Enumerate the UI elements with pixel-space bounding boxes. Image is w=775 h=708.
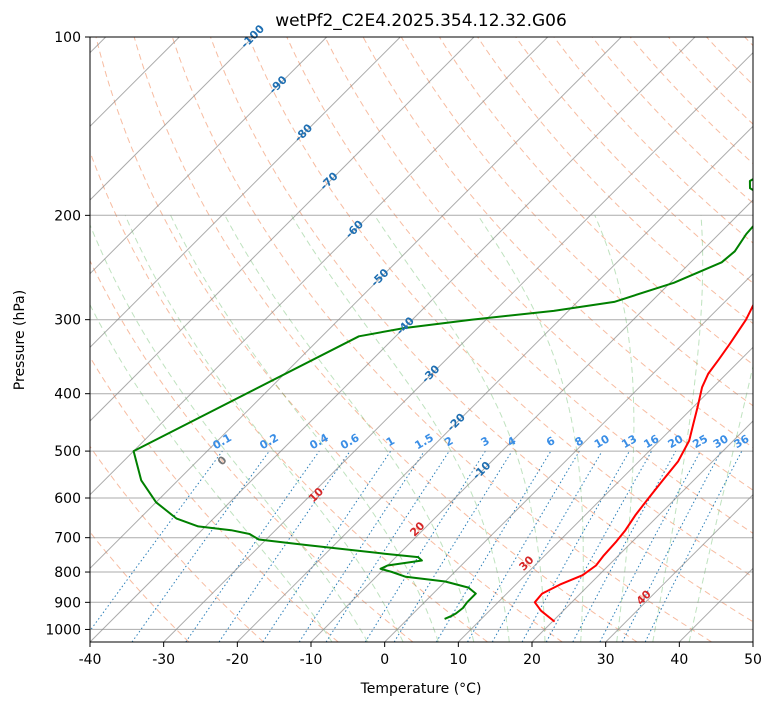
x-tick-label: -10 xyxy=(300,652,323,668)
chart-title: wetPf2_C2E4.2025.354.12.32.G06 xyxy=(275,11,567,31)
isotherm-line xyxy=(236,125,753,642)
moist-adiabat-line xyxy=(224,215,475,642)
isotherm-line xyxy=(90,37,475,422)
isotherm-line xyxy=(90,37,254,201)
mixing-ratio-line xyxy=(467,450,580,642)
y-tick-label: 300 xyxy=(54,313,81,329)
y-tick-label: 900 xyxy=(54,595,81,611)
y-tick-label: 400 xyxy=(54,387,81,403)
series-group xyxy=(132,178,753,623)
moist-adiabat-line xyxy=(594,215,635,642)
dry-adiabat-line xyxy=(629,37,753,165)
x-tick-label: 20 xyxy=(523,652,541,668)
moist-adiabat-line xyxy=(124,215,404,642)
dry-adiabat-line xyxy=(90,259,414,642)
x-axis: -40 -30 -20 -10 0 10 20 30 40 50 xyxy=(79,642,762,668)
dry-adiabat-line xyxy=(171,37,712,642)
reference-lines xyxy=(90,37,753,642)
dry-adiabat-line xyxy=(95,37,563,642)
y-tick-label: 800 xyxy=(54,565,81,581)
isotherm-line xyxy=(90,37,622,570)
mixing-ratio-line xyxy=(572,450,677,642)
plot-area xyxy=(90,37,753,642)
y-tick-label: 200 xyxy=(54,208,81,224)
dewpoint-profile-line xyxy=(132,178,753,620)
dry-adiabat-line xyxy=(90,445,264,642)
x-tick-label: -20 xyxy=(226,652,249,668)
moist-adiabat-line xyxy=(688,364,753,642)
x-tick-label: 50 xyxy=(744,652,762,668)
isotherm-line xyxy=(531,420,753,642)
y-axis: 100 200 300 400 500 600 700 800 900 1000 xyxy=(45,30,90,638)
isotherm-line xyxy=(90,37,401,349)
moist-adiabat-line xyxy=(290,215,510,642)
isotherm-line xyxy=(90,37,696,642)
x-tick-label: 30 xyxy=(597,652,615,668)
mixing-ratio-line xyxy=(131,450,270,642)
moist-adiabat-line xyxy=(170,215,439,642)
dry-adiabat-line xyxy=(400,37,753,407)
isotherm-line xyxy=(310,199,753,642)
dry-adiabat-line xyxy=(210,37,753,623)
plot-frame xyxy=(89,36,754,643)
dry-adiabat-line xyxy=(248,37,753,578)
dry-adiabat-line xyxy=(133,37,638,642)
dry-adiabat-line xyxy=(477,37,753,325)
mixing-ratio-line xyxy=(90,450,223,632)
dry-adiabat-line xyxy=(591,37,753,204)
mixing-ratio-line xyxy=(393,450,513,642)
y-axis-label: Pressure (hPa) xyxy=(12,290,28,390)
x-tick-label: 40 xyxy=(670,652,688,668)
mixing-ratio-line xyxy=(435,450,552,642)
isotherm-line xyxy=(605,493,753,642)
x-tick-label: 10 xyxy=(449,652,467,668)
y-tick-label: 700 xyxy=(54,531,81,547)
mixing-ratio-line xyxy=(364,450,486,642)
y-tick-label: 100 xyxy=(54,30,81,46)
mixing-ratio-line xyxy=(491,450,603,642)
mixing-ratio-line xyxy=(218,450,351,642)
isotherm-line xyxy=(90,37,328,275)
moist-adiabat-line xyxy=(90,303,333,642)
moist-adiabat-line xyxy=(477,215,584,642)
y-tick-label: 1000 xyxy=(45,622,81,638)
x-tick-label: 0 xyxy=(380,652,389,668)
isotherm-line xyxy=(384,272,753,642)
x-axis-label: Temperature (°C) xyxy=(360,681,482,697)
dry-adiabat-line xyxy=(515,37,753,284)
isotherm-line xyxy=(90,37,549,496)
moist-adiabat-line xyxy=(652,215,704,642)
moist-adiabat-line xyxy=(90,223,369,642)
temperature-profile-line xyxy=(533,303,753,623)
mixing-ratio-line xyxy=(325,450,450,642)
y-tick-label: 600 xyxy=(54,491,81,507)
y-tick-label: 500 xyxy=(54,444,81,460)
x-tick-label: -40 xyxy=(79,652,102,668)
x-tick-label: -30 xyxy=(152,652,175,668)
dry-adiabat-line xyxy=(324,37,753,491)
mixing-ratio-line xyxy=(185,450,320,642)
moist-adiabat-line xyxy=(374,215,546,642)
isotherm-line xyxy=(457,346,753,642)
